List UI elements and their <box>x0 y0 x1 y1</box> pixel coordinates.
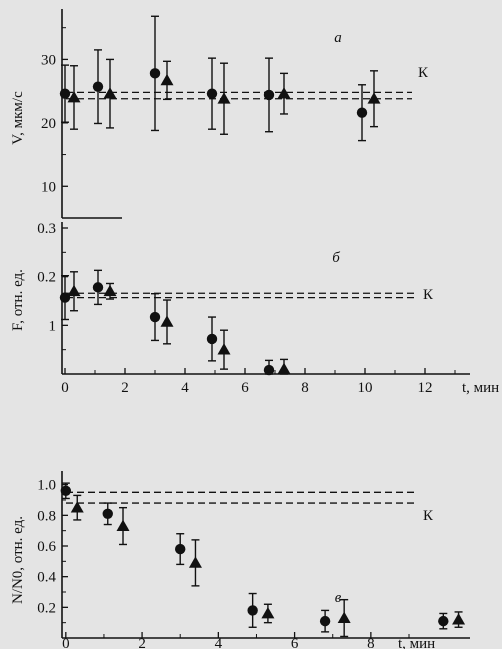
y-tick-label: 0.8 <box>37 508 56 524</box>
data-point-circle <box>149 311 161 323</box>
data-point-circle <box>206 88 218 99</box>
data-point-triangle <box>367 92 381 104</box>
y-tick-label: 0.2 <box>37 270 56 286</box>
reference-label: К <box>423 508 434 524</box>
data-point-triangle <box>116 519 130 531</box>
data-point-circle <box>59 292 71 303</box>
reference-label: К <box>418 65 429 81</box>
x-tick-label: 10 <box>358 380 373 396</box>
data-point-triangle <box>217 343 231 355</box>
data-point-circle <box>175 543 186 555</box>
y-tick-label: 0.3 <box>37 221 56 237</box>
y-tick-label: 30 <box>41 52 56 68</box>
data-point-circle <box>438 615 449 627</box>
y-tick-label: 1 <box>49 318 57 334</box>
y-axis-label: N/N0, отн. ед. <box>10 516 26 604</box>
data-point-circle <box>356 107 368 118</box>
x-axis-label: t, мин <box>398 636 435 649</box>
data-point-triangle <box>337 611 351 623</box>
y-tick-label: 0.2 <box>37 600 56 616</box>
data-point-circle <box>149 68 161 79</box>
y-tick-label: 0.6 <box>37 539 56 555</box>
panel-letter: в <box>335 590 342 606</box>
data-point-triangle <box>160 73 174 86</box>
x-tick-label: 12 <box>418 380 433 396</box>
data-point-triangle <box>188 556 202 568</box>
data-point-triangle <box>452 613 466 625</box>
reference-label: К <box>423 287 434 303</box>
data-point-triangle <box>67 90 81 103</box>
data-point-triangle <box>103 284 117 297</box>
x-tick-label: 6 <box>291 636 299 649</box>
data-point-triangle <box>67 284 81 297</box>
x-tick-label: 2 <box>121 380 129 396</box>
data-point-circle <box>206 333 218 345</box>
data-point-triangle <box>277 362 291 375</box>
data-point-triangle <box>70 501 84 513</box>
data-point-circle <box>263 89 275 101</box>
data-point-triangle <box>277 87 291 99</box>
y-tick-label: 10 <box>41 179 56 195</box>
x-tick-label: 4 <box>215 636 223 649</box>
x-tick-label: 0 <box>62 636 70 649</box>
data-point-triangle <box>160 315 174 327</box>
data-point-triangle <box>217 92 231 104</box>
x-tick-label: 8 <box>367 636 375 649</box>
y-axis-label: V, мкм/с <box>10 91 26 145</box>
data-point-triangle <box>261 606 275 619</box>
data-point-triangle <box>103 87 117 99</box>
data-point-circle <box>60 485 72 496</box>
data-point-circle <box>59 88 71 99</box>
data-point-circle <box>102 508 113 519</box>
x-tick-label: 8 <box>301 380 309 396</box>
data-point-circle <box>92 282 104 293</box>
y-axis-label: F, отн. ед. <box>10 269 26 331</box>
y-tick-label: 1.0 <box>37 478 56 494</box>
x-tick-label: 6 <box>241 380 249 396</box>
data-point-circle <box>319 615 331 627</box>
x-tick-label: 0 <box>61 380 69 396</box>
y-tick-label: 20 <box>41 116 56 132</box>
x-axis-label: t, мин <box>462 380 499 396</box>
panel-letter: б <box>332 250 340 266</box>
panel-letter: а <box>334 30 342 46</box>
y-tick-label: 0.4 <box>37 570 56 586</box>
data-point-circle <box>92 81 104 92</box>
x-tick-label: 4 <box>181 380 189 396</box>
data-point-circle <box>247 605 258 616</box>
data-point-circle <box>263 364 275 376</box>
x-tick-label: 2 <box>138 636 146 649</box>
